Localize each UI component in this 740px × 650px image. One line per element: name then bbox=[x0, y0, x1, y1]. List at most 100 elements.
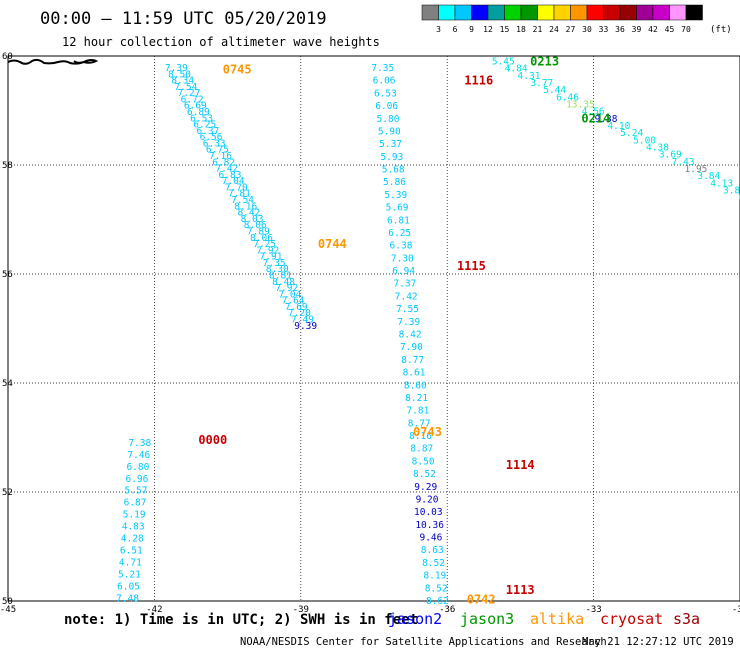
y-tick-label: 58 bbox=[2, 161, 13, 171]
wave-height-label: 5.93 bbox=[380, 152, 403, 163]
plot-frame bbox=[7, 55, 740, 602]
wave-height-label: 1.95 bbox=[685, 164, 708, 175]
wave-height-label: 4.56 bbox=[582, 107, 605, 118]
wave-height-label: 8.42 bbox=[399, 329, 422, 340]
wave-height-label: 9.20 bbox=[416, 494, 439, 505]
wave-height-label: 7.42 bbox=[395, 291, 418, 302]
legend-jason2: jason2 bbox=[388, 610, 442, 628]
wave-height-label: 5.57 bbox=[125, 486, 148, 497]
wave-height-label: 7.39 bbox=[397, 317, 420, 328]
wave-height-label: 7.69 bbox=[285, 302, 308, 313]
wave-height-label: 8.52 bbox=[413, 469, 436, 480]
wave-height-label: 5.45 bbox=[492, 56, 515, 67]
wave-height-label: 8.16 bbox=[234, 201, 257, 212]
colorbar-swatch bbox=[421, 4, 439, 21]
satellite-track: 7.356.066.536.065.805.905.375.935.685.86… bbox=[371, 63, 449, 607]
wave-height-label: 6.75 bbox=[206, 145, 229, 156]
wave-height-label: 9.39 bbox=[294, 321, 317, 332]
wave-height-label: 6.06 bbox=[375, 101, 398, 112]
wave-height-label: 7.81 bbox=[228, 189, 251, 200]
colorbar-tick-label: 39 bbox=[632, 25, 642, 34]
colorbar-tick-label: 33 bbox=[599, 25, 609, 34]
wave-height-label: 6.06 bbox=[373, 76, 396, 87]
wave-height-label: 4.83 bbox=[122, 522, 145, 533]
wave-height-label: 6.53 bbox=[374, 88, 397, 99]
wave-height-label: 8.50 bbox=[168, 69, 191, 80]
chart-subtitle: 12 hour collection of altimeter wave hei… bbox=[62, 35, 380, 49]
wave-height-label: 6.25 bbox=[193, 120, 216, 131]
wave-height-label: 4.13 bbox=[710, 178, 733, 189]
wave-height-label: 8.06 bbox=[250, 233, 273, 244]
wave-height-label: 8.34 bbox=[171, 76, 194, 87]
x-tick-label: -42 bbox=[146, 605, 162, 615]
wave-height-label: 9.38 bbox=[595, 114, 618, 125]
wave-height-label: 7.43 bbox=[672, 157, 695, 168]
y-tick-label: 52 bbox=[2, 488, 13, 498]
pass-time-label: 1115 bbox=[457, 259, 486, 273]
wave-height-label: 8.77 bbox=[401, 355, 424, 366]
wave-height-label: 8.87 bbox=[410, 444, 433, 455]
wave-height-label: 7.81 bbox=[406, 406, 429, 417]
colorbar-swatch bbox=[586, 4, 604, 21]
colorbar-unit-label: (ft) bbox=[710, 25, 732, 35]
chart-title: 00:00 – 11:59 UTC 05/20/2019 bbox=[40, 9, 327, 29]
wave-height-label: 3.85 bbox=[723, 186, 740, 197]
pass-time-label: 0742 bbox=[467, 592, 496, 606]
wave-height-label: 5.80 bbox=[377, 114, 400, 125]
pass-time-label: 0213 bbox=[530, 54, 559, 68]
wave-height-label: 8.81 bbox=[269, 270, 292, 281]
wave-height-label: 6.87 bbox=[124, 498, 147, 509]
wave-height-label: 7.38 bbox=[128, 438, 151, 449]
wave-height-label: 6.1 bbox=[739, 193, 740, 204]
wave-height-label: 9.46 bbox=[419, 533, 442, 544]
wave-height-label: 6.81 bbox=[387, 215, 410, 226]
wave-height-label: 7.70 bbox=[225, 182, 248, 193]
colorbar-swatch bbox=[669, 4, 687, 21]
wave-height-label: 6.38 bbox=[390, 241, 413, 252]
colorbar-swatch bbox=[553, 4, 571, 21]
wave-height-label: 10.36 bbox=[415, 520, 444, 531]
colorbar-swatch bbox=[652, 4, 670, 21]
wave-height-label: 8.42 bbox=[237, 208, 260, 219]
colorbar-tick-label: 45 bbox=[665, 25, 675, 34]
wave-height-label: 6.94 bbox=[392, 266, 415, 277]
colorbar-swatch bbox=[603, 4, 621, 21]
wave-height-label: 7.55 bbox=[396, 304, 419, 315]
wave-height-label: 3.77 bbox=[530, 78, 553, 89]
wave-height-label: 7.04 bbox=[278, 289, 301, 300]
wave-height-label: 8.50 bbox=[412, 456, 435, 467]
colorbar-legend: 3 6 9 12 15 18 21 24 27 30 33 36 39 42 45 70 bbox=[421, 4, 703, 34]
x-tick-label: -39 bbox=[293, 605, 309, 615]
x-tick-label: -33 bbox=[585, 605, 601, 615]
wave-height-label: 6.82 bbox=[212, 157, 235, 168]
colorbar-tick-label: 70 bbox=[681, 25, 691, 34]
wave-height-label: 4.71 bbox=[119, 557, 142, 568]
wave-height-label: 7.30 bbox=[391, 253, 414, 264]
wave-height-label: 7.42 bbox=[215, 164, 238, 175]
pass-time-label: 0000 bbox=[198, 433, 227, 447]
wave-height-label: 7.91 bbox=[260, 252, 283, 263]
units-note: note: 1) Time is in UTC; 2) SWH is in fe… bbox=[64, 612, 418, 628]
pass-time-label: 0743 bbox=[413, 425, 442, 439]
satellite-track: 7.398.508.347.547.276.726.696.896.536.25… bbox=[165, 63, 317, 332]
legend-cryosat: cryosat bbox=[600, 610, 663, 628]
wave-height-label: 8.48 bbox=[272, 277, 295, 288]
wave-height-label: 5.39 bbox=[384, 190, 407, 201]
y-tick-label: 50 bbox=[2, 597, 13, 607]
wave-height-label: 13.35 bbox=[566, 99, 595, 110]
wave-height-label: 8.16 bbox=[409, 431, 432, 442]
wave-height-label: 7.35 bbox=[263, 258, 286, 269]
colorbar-tick-label: 18 bbox=[516, 25, 526, 34]
wave-height-label: 7.35 bbox=[371, 63, 394, 74]
colorbar-tick-label: 36 bbox=[615, 25, 625, 34]
wave-height-label: 6.05 bbox=[117, 581, 140, 592]
wave-height-label: 8.52 bbox=[425, 583, 448, 594]
y-tick-label: 56 bbox=[2, 270, 13, 280]
satellite-tracks: 7.398.508.347.547.276.726.696.896.536.25… bbox=[116, 56, 740, 607]
satellite-track: 5.454.844.313.775.446.4613.354.569.384.1… bbox=[492, 56, 740, 203]
colorbar-swatch bbox=[438, 4, 456, 21]
colorbar-swatch bbox=[570, 4, 588, 21]
colorbar-tick-label: 24 bbox=[549, 25, 559, 34]
wave-height-label: 4.31 bbox=[518, 71, 541, 82]
